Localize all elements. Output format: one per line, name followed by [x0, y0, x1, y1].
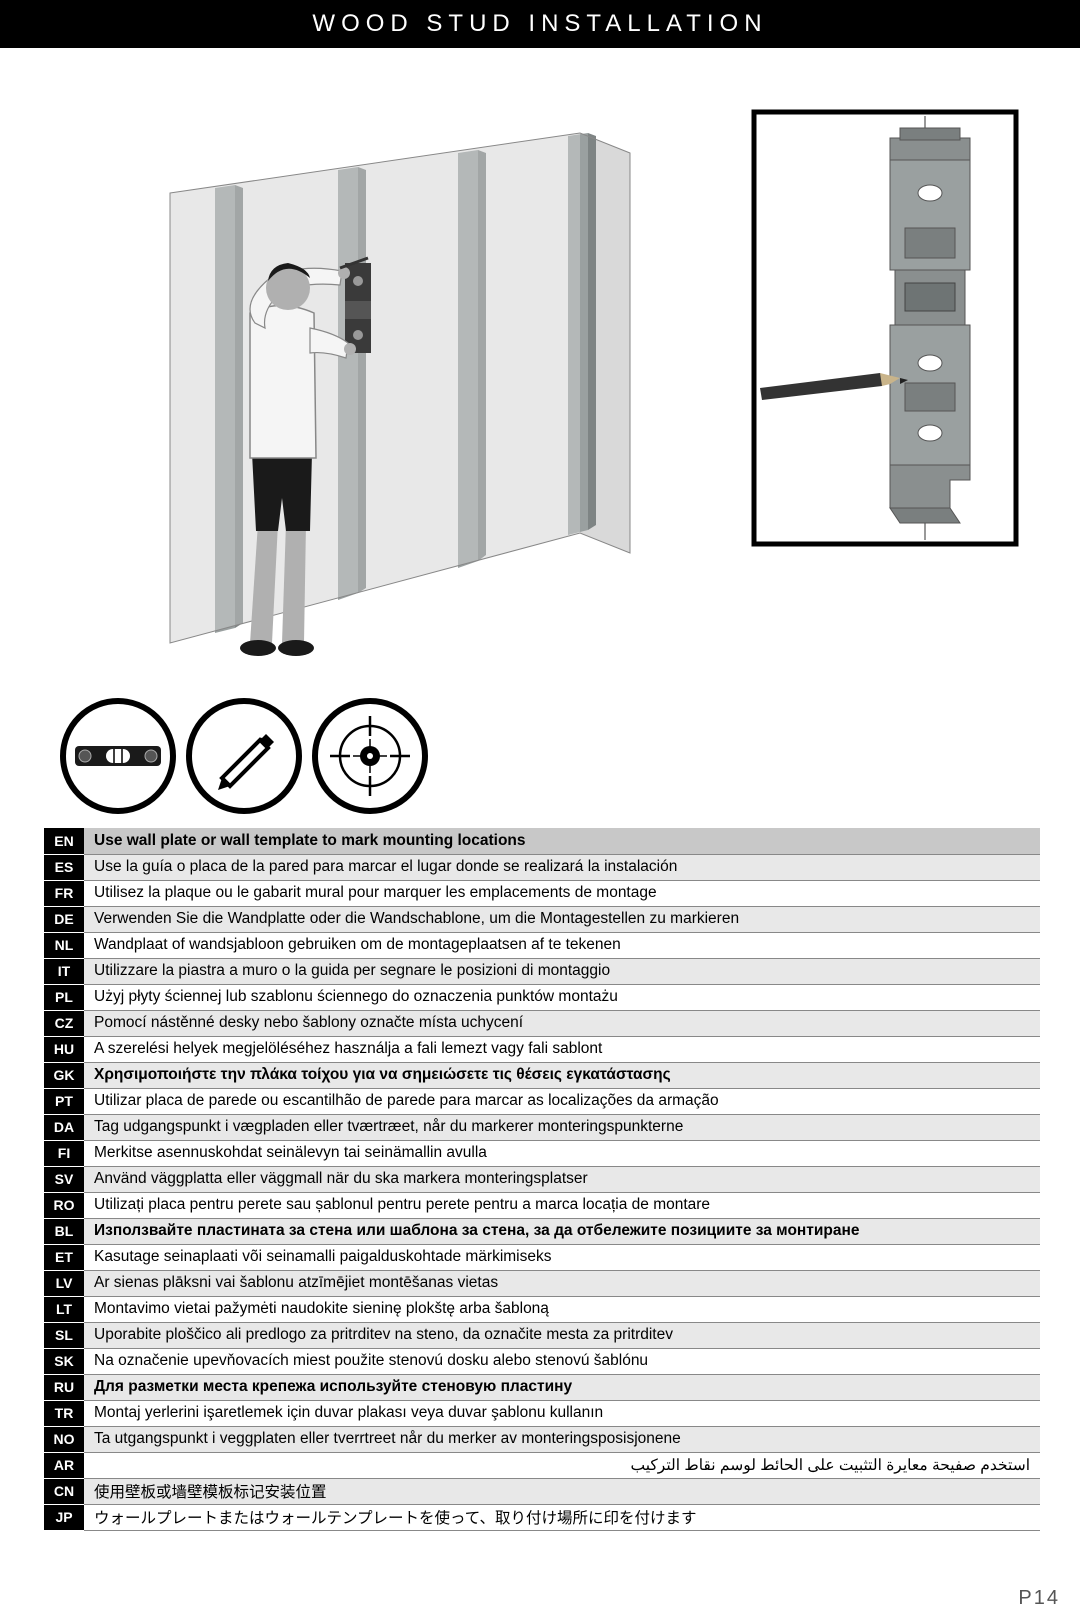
- language-row: ESUse la guía o placa de la pared para m…: [44, 854, 1040, 880]
- language-instruction: Pomocí nástěnné desky nebo šablony označ…: [84, 1010, 1040, 1036]
- language-code: ES: [44, 854, 84, 880]
- language-code: DA: [44, 1114, 84, 1140]
- tool-icon-row: [0, 698, 1080, 814]
- bracket-detail-svg: [750, 108, 1020, 548]
- language-code: SK: [44, 1348, 84, 1374]
- language-code: BL: [44, 1218, 84, 1244]
- language-row: SLUporabite ploščico ali predlogo za pri…: [44, 1322, 1040, 1348]
- language-instruction: Merkitse asennuskohdat seinälevyn tai se…: [84, 1140, 1040, 1166]
- language-instruction: Tag udgangspunkt i vægpladen eller tvært…: [84, 1114, 1040, 1140]
- wall-scene-svg: [100, 103, 660, 663]
- bracket-detail-illustration: [750, 78, 1040, 688]
- language-row: FIMerkitse asennuskohdat seinälevyn tai …: [44, 1140, 1040, 1166]
- language-row: PLUżyj płyty ściennej lub szablonu ścien…: [44, 984, 1040, 1010]
- language-code: DE: [44, 906, 84, 932]
- language-code: FR: [44, 880, 84, 906]
- language-instruction: Verwenden Sie die Wandplatte oder die Wa…: [84, 906, 1040, 932]
- language-instruction: Use la guía o placa de la pared para mar…: [84, 854, 1040, 880]
- language-instruction: Använd väggplatta eller väggmall när du …: [84, 1166, 1040, 1192]
- language-instruction: Използвайте пластината за стена или шабл…: [84, 1218, 1040, 1244]
- language-row: ENUse wall plate or wall template to mar…: [44, 828, 1040, 854]
- language-instruction: Utilizar placa de parede ou escantilhão …: [84, 1088, 1040, 1114]
- language-instruction: Для разметки места крепежа используйте с…: [84, 1374, 1040, 1400]
- language-code: NO: [44, 1426, 84, 1452]
- language-row: HUA szerelési helyek megjelöléséhez hasz…: [44, 1036, 1040, 1062]
- language-code: GK: [44, 1062, 84, 1088]
- language-code: LV: [44, 1270, 84, 1296]
- language-instruction: Montavimo vietai pažymėti naudokite sien…: [84, 1296, 1040, 1322]
- language-code: SV: [44, 1166, 84, 1192]
- language-code: ET: [44, 1244, 84, 1270]
- language-code: RO: [44, 1192, 84, 1218]
- language-instruction: A szerelési helyek megjelöléséhez haszná…: [84, 1036, 1040, 1062]
- language-instruction: Kasutage seinaplaati või seinamalli paig…: [84, 1244, 1040, 1270]
- language-row: RUДля разметки места крепежа используйте…: [44, 1374, 1040, 1400]
- language-instruction: Wandplaat of wandsjabloon gebruiken om d…: [84, 932, 1040, 958]
- wall-scene-illustration: [40, 78, 720, 688]
- language-row: BLИзползвайте пластината за стена или ша…: [44, 1218, 1040, 1244]
- language-code: IT: [44, 958, 84, 984]
- language-instruction: Utilizați placa pentru perete sau șablon…: [84, 1192, 1040, 1218]
- level-icon: [60, 698, 176, 814]
- language-row: ARاستخدم صفيحة معايرة التثبيت على الحائط…: [44, 1452, 1040, 1478]
- language-code: NL: [44, 932, 84, 958]
- language-code: CN: [44, 1478, 84, 1504]
- language-row: PTUtilizar placa de parede ou escantilhã…: [44, 1088, 1040, 1114]
- language-row: NLWandplaat of wandsjabloon gebruiken om…: [44, 932, 1040, 958]
- language-row: TRMontaj yerlerini işaretlemek için duva…: [44, 1400, 1040, 1426]
- language-instruction: Ta utgangspunkt i veggplaten eller tverr…: [84, 1426, 1040, 1452]
- language-row: SVAnvänd väggplatta eller väggmall när d…: [44, 1166, 1040, 1192]
- language-row: GKΧρησιμοποιήστε την πλάκα τοίχου για να…: [44, 1062, 1040, 1088]
- language-row: FRUtilisez la plaque ou le gabarit mural…: [44, 880, 1040, 906]
- language-instruction: Χρησιμοποιήστε την πλάκα τοίχου για να σ…: [84, 1062, 1040, 1088]
- illustration-area: [0, 48, 1080, 688]
- language-instruction: Utilizzare la piastra a muro o la guida …: [84, 958, 1040, 984]
- language-code: LT: [44, 1296, 84, 1322]
- language-row: CN使用壁板或墙壁模板标记安装位置: [44, 1478, 1040, 1504]
- language-code: TR: [44, 1400, 84, 1426]
- language-code: PT: [44, 1088, 84, 1114]
- language-row: LVAr sienas plāksni vai šablonu atzīmēji…: [44, 1270, 1040, 1296]
- page-header: WOOD STUD INSTALLATION: [0, 0, 1080, 48]
- language-instruction: Na označenie upevňovacích miest použite …: [84, 1348, 1040, 1374]
- language-code: FI: [44, 1140, 84, 1166]
- language-code: HU: [44, 1036, 84, 1062]
- language-instruction: Utilisez la plaque ou le gabarit mural p…: [84, 880, 1040, 906]
- language-instruction: Montaj yerlerini işaretlemek için duvar …: [84, 1400, 1040, 1426]
- language-instruction: Use wall plate or wall template to mark …: [84, 828, 1040, 854]
- language-row: ETKasutage seinaplaati või seinamalli pa…: [44, 1244, 1040, 1270]
- language-code: EN: [44, 828, 84, 854]
- language-code: PL: [44, 984, 84, 1010]
- language-instruction: Uporabite ploščico ali predlogo za pritr…: [84, 1322, 1040, 1348]
- language-code: SL: [44, 1322, 84, 1348]
- language-instruction: 使用壁板或墙壁模板标记安装位置: [84, 1478, 1040, 1504]
- language-instruction: ウォールプレートまたはウォールテンプレートを使って、取り付け場所に印を付けます: [84, 1504, 1040, 1530]
- pencil-icon: [186, 698, 302, 814]
- page-number: P14: [1018, 1587, 1060, 1610]
- page-title: WOOD STUD INSTALLATION: [312, 10, 767, 38]
- language-row: JPウォールプレートまたはウォールテンプレートを使って、取り付け場所に印を付けま…: [44, 1504, 1040, 1530]
- language-row: CZPomocí nástěnné desky nebo šablony ozn…: [44, 1010, 1040, 1036]
- language-row: DATag udgangspunkt i vægpladen eller tvæ…: [44, 1114, 1040, 1140]
- language-code: CZ: [44, 1010, 84, 1036]
- language-row: NOTa utgangspunkt i veggplaten eller tve…: [44, 1426, 1040, 1452]
- language-row: ROUtilizați placa pentru perete sau șabl…: [44, 1192, 1040, 1218]
- language-row: LTMontavimo vietai pažymėti naudokite si…: [44, 1296, 1040, 1322]
- language-row: DEVerwenden Sie die Wandplatte oder die …: [44, 906, 1040, 932]
- language-instruction: Ar sienas plāksni vai šablonu atzīmējiet…: [84, 1270, 1040, 1296]
- language-instruction: Użyj płyty ściennej lub szablonu ścienne…: [84, 984, 1040, 1010]
- language-instruction-table: ENUse wall plate or wall template to mar…: [44, 828, 1040, 1531]
- language-code: JP: [44, 1504, 84, 1530]
- language-row: ITUtilizzare la piastra a muro o la guid…: [44, 958, 1040, 984]
- language-code: AR: [44, 1452, 84, 1478]
- stud-finder-icon: [312, 698, 428, 814]
- language-row: SKNa označenie upevňovacích miest použit…: [44, 1348, 1040, 1374]
- language-code: RU: [44, 1374, 84, 1400]
- language-instruction: استخدم صفيحة معايرة التثبيت على الحائط ل…: [84, 1452, 1040, 1478]
